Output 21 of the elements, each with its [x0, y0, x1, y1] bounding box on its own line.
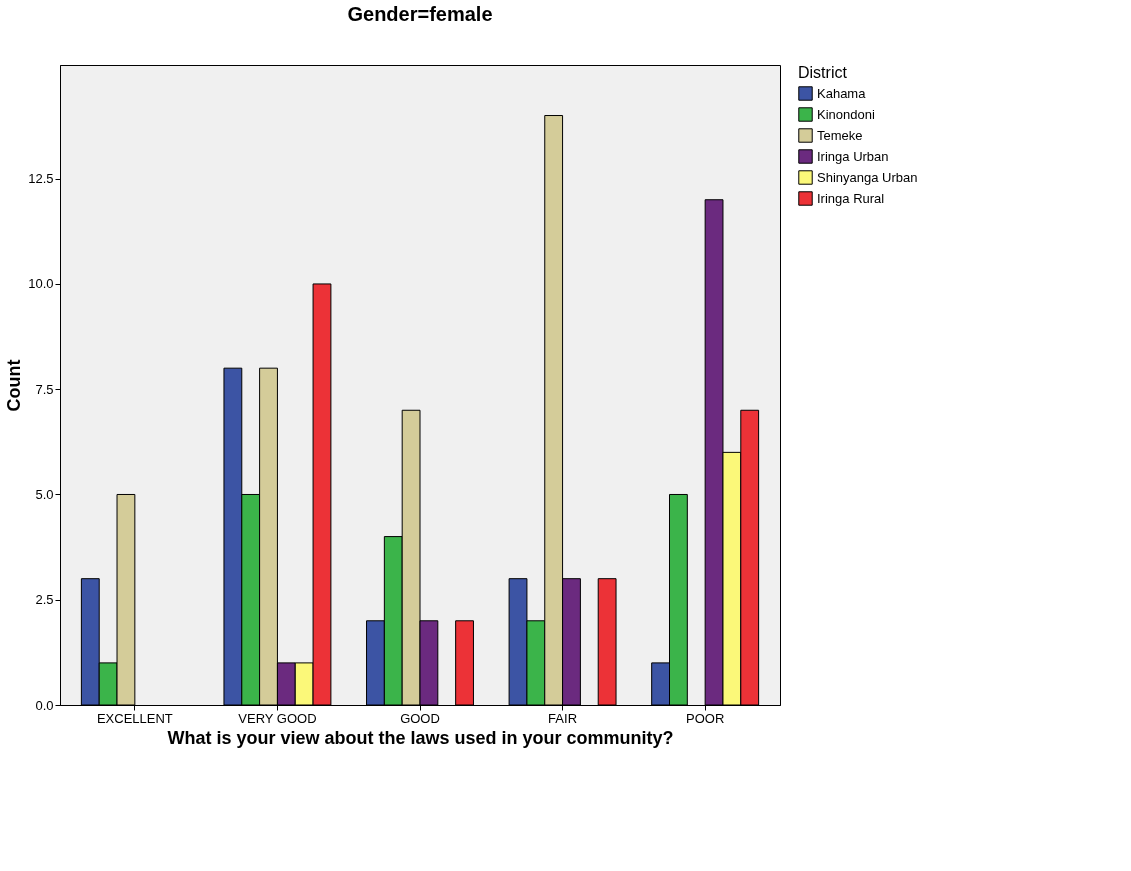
legend-label: Kinondoni [817, 106, 875, 122]
legend-label: Iringa Urban [817, 148, 889, 164]
legend-label: Temeke [817, 127, 863, 143]
x-tick-label: EXCELLENT [96, 710, 173, 726]
y-tick-label: 5.0 [35, 486, 54, 502]
y-tick-label: 7.5 [35, 381, 54, 397]
x-tick-label: FAIR [548, 710, 578, 726]
legend-label: Shinyanga Urban [817, 169, 918, 185]
y-tick-label: 10.0 [28, 276, 54, 292]
x-tick-label: GOOD [400, 710, 440, 726]
x-tick-label: VERY GOOD [238, 710, 317, 726]
y-tick-label: 0.0 [35, 697, 54, 713]
chart-title: Gender=female [347, 3, 493, 25]
y-tick-label: 2.5 [35, 592, 54, 608]
x-axis-title: What is your view about the laws used in your community? [167, 727, 674, 748]
y-axis-title: Count [4, 359, 25, 412]
legend-label: Iringa Rural [817, 190, 885, 206]
legend-label: Kahama [817, 85, 867, 101]
x-tick-label: POOR [686, 710, 725, 726]
legend-title: District [798, 64, 848, 81]
y-tick-label: 12.5 [28, 171, 54, 187]
